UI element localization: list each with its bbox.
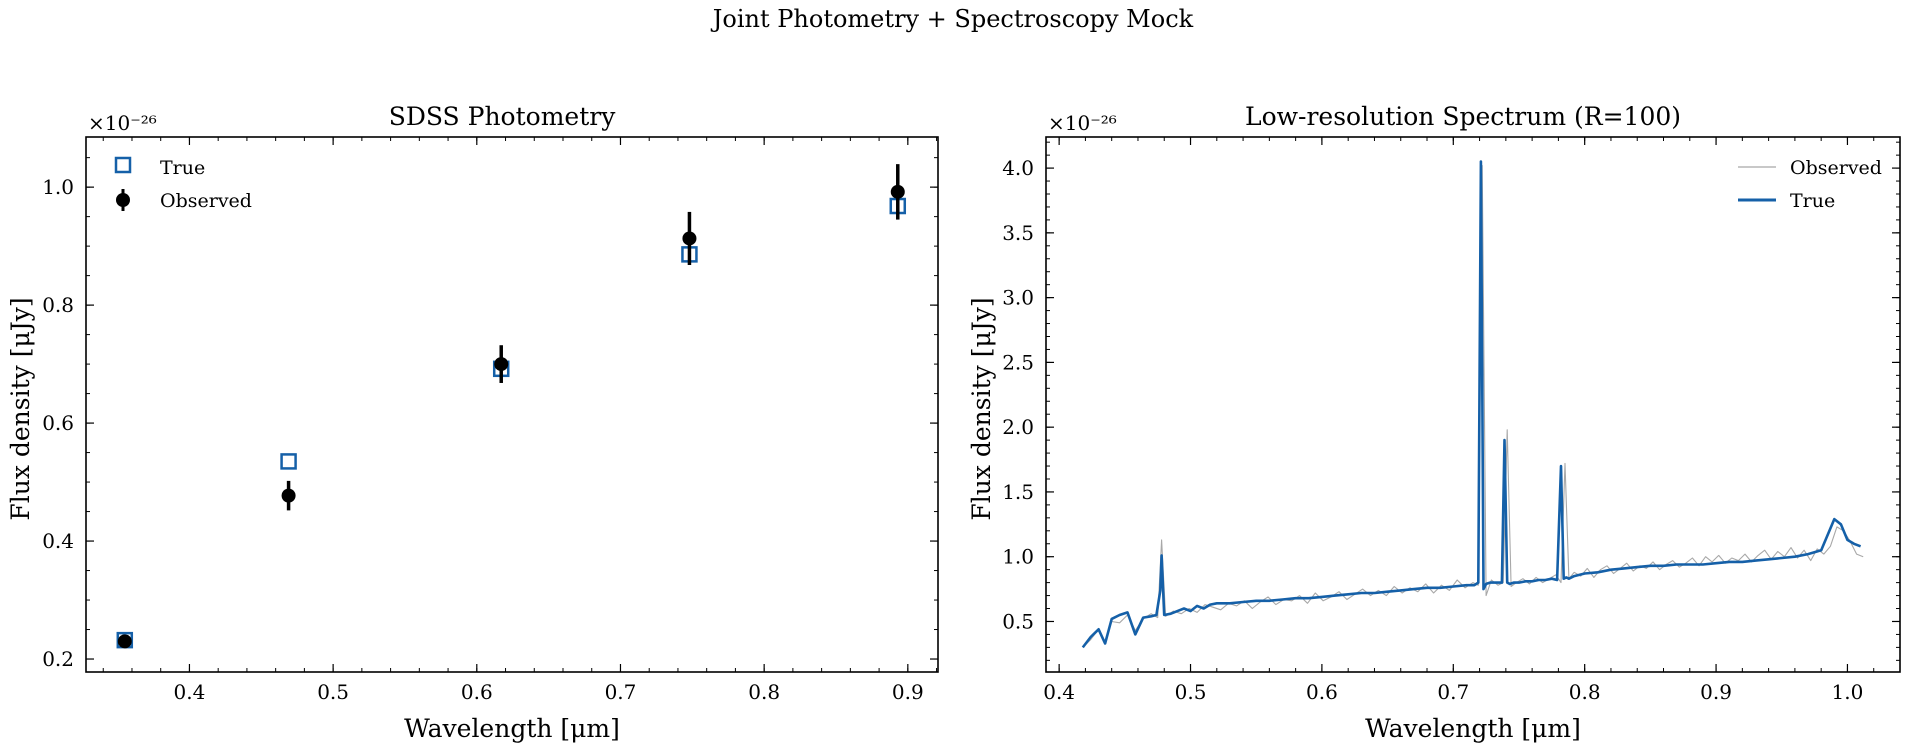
- spectrum-panel: Low-resolution Spectrum (R=100) ×10⁻²⁶ W…: [967, 102, 1901, 743]
- photometry-xtick-label: 0.9: [892, 680, 924, 704]
- spectrum-y-axis-label: Flux density [μJy]: [967, 297, 996, 520]
- spectrum-ytick-label: 2.5: [1002, 350, 1034, 374]
- spectrum-ytick-label: 1.0: [1002, 545, 1034, 569]
- photometry-plot-area: [85, 136, 939, 673]
- photometry-xtick-label: 0.8: [748, 680, 780, 704]
- spectrum-xtick-label: 0.9: [1700, 680, 1732, 704]
- legend-observed-label: Observed: [160, 190, 252, 212]
- legend-true-marker: [114, 156, 132, 174]
- spectrum-xtick-label: 0.6: [1306, 680, 1338, 704]
- spectrum-offset-text: ×10⁻²⁶: [1048, 111, 1117, 135]
- photometry-ytick-label: 0.6: [42, 411, 74, 435]
- observed-point: [117, 634, 132, 649]
- photometry-panel: SDSS Photometry ×10⁻²⁶ Wavelength [μm] F…: [6, 102, 939, 743]
- spectrum-ytick-label: 3.0: [1002, 286, 1034, 310]
- legend-spectrum-observed-label: Observed: [1790, 157, 1882, 179]
- photometry-offset-text: ×10⁻²⁶: [88, 111, 157, 135]
- legend-observed-marker: [116, 193, 130, 207]
- photometry-xtick-label: 0.7: [605, 680, 637, 704]
- photometry-y-axis-label: Flux density [μJy]: [6, 297, 35, 520]
- legend-spectrum-true-label: True: [1790, 190, 1835, 212]
- photometry-title: SDSS Photometry: [389, 102, 617, 131]
- spectrum-plot-area: [1045, 136, 1901, 673]
- true-spectrum-line: [1081, 160, 1862, 649]
- spectrum-xtick-label: 1.0: [1832, 680, 1864, 704]
- spectrum-title: Low-resolution Spectrum (R=100): [1245, 102, 1681, 131]
- photometry-xtick-label: 0.4: [174, 680, 206, 704]
- photometry-x-axis-label: Wavelength [μm]: [404, 714, 620, 743]
- spectrum-legend: Observed True: [1738, 157, 1882, 212]
- spectrum-xtick-label: 0.4: [1043, 680, 1075, 704]
- spectrum-marks: [1081, 160, 1864, 649]
- photometry-xtick-label: 0.5: [317, 680, 349, 704]
- photometry-ytick-label: 0.2: [42, 647, 74, 671]
- observed-point: [890, 184, 905, 199]
- observed-spectrum-line: [1082, 164, 1864, 648]
- photometry-legend: True Observed: [114, 156, 252, 212]
- spectrum-ticks: 0.4 0.5 0.6 0.7 0.8 0.9 1.0 0.5 1.0 1.5 2.0 2.5 3.0 3…: [1002, 137, 1900, 704]
- figure-suptitle: Joint Photometry + Spectroscopy Mock: [710, 5, 1194, 33]
- spectrum-ytick-label: 4.0: [1002, 156, 1034, 180]
- photometry-ticks: 0.4 0.5 0.6 0.7 0.8 0.9 0.2 0.4 0.6 0.8 1.0: [42, 137, 938, 704]
- photometry-ytick-label: 0.4: [42, 529, 74, 553]
- spectrum-xtick-label: 0.7: [1437, 680, 1469, 704]
- spectrum-xtick-label: 0.5: [1175, 680, 1207, 704]
- observed-point: [682, 231, 697, 246]
- spectrum-x-axis-label: Wavelength [μm]: [1365, 714, 1581, 743]
- spectrum-ytick-label: 2.0: [1002, 415, 1034, 439]
- observed-point: [494, 357, 509, 372]
- true-point: [280, 453, 297, 470]
- spectrum-ytick-label: 1.5: [1002, 480, 1034, 504]
- spectrum-xtick-label: 0.8: [1569, 680, 1601, 704]
- observed-point: [281, 488, 296, 503]
- photometry-xtick-label: 0.6: [461, 680, 493, 704]
- spectrum-ytick-label: 0.5: [1002, 609, 1034, 633]
- photometry-ytick-label: 0.8: [42, 293, 74, 317]
- photometry-marks: [116, 164, 907, 649]
- photometry-ytick-label: 1.0: [42, 175, 74, 199]
- legend-true-label: True: [160, 157, 205, 179]
- spectrum-ytick-label: 3.5: [1002, 221, 1034, 245]
